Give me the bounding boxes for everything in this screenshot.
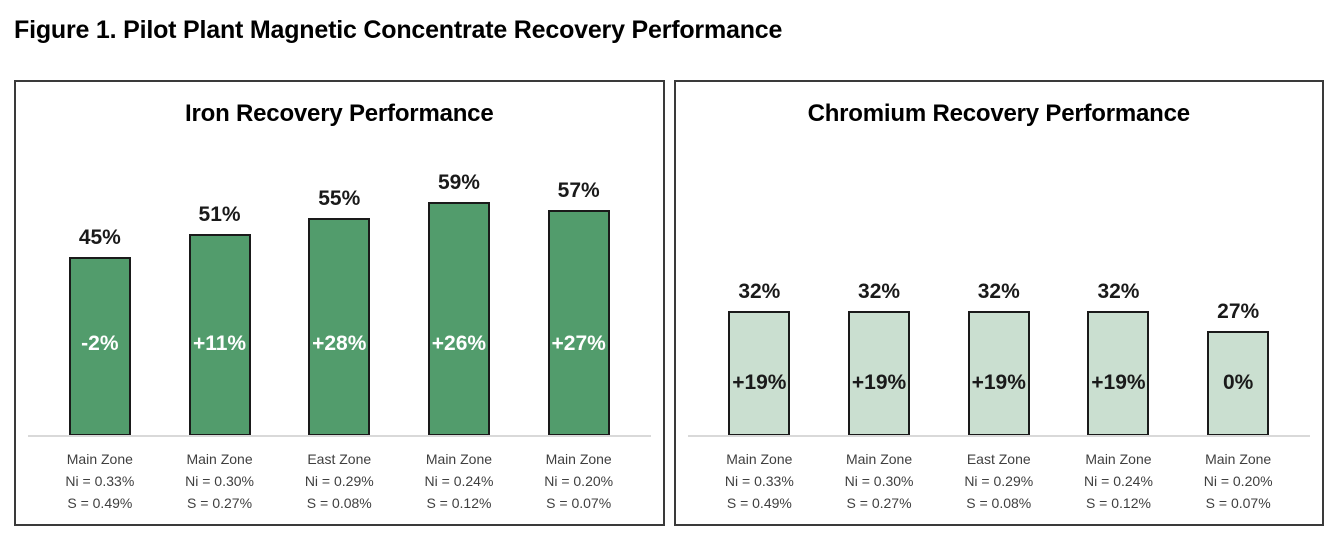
x-axis-label-line: S = 0.49% [726,495,792,511]
x-axis-label: Main Zone Ni = 0.33% S = 0.49% [40,448,160,514]
bar-inner-label: +19% [732,371,787,394]
x-axis-label-line: Ni = 0.20% [1203,473,1273,489]
x-axis-label-line: Main Zone [1085,451,1152,467]
x-axis-label-line: S = 0.49% [67,495,133,511]
x-axis-label-line: S = 0.08% [966,495,1032,511]
bars-row: 45% -2% 51% +11% 55% +28% 59% +26% 57% +27% [40,136,639,436]
bar-column: 57% +27% [519,179,639,436]
bar: -2% [68,257,131,436]
x-axis-label-line: Main Zone [1205,451,1272,467]
x-axis-labels: Main Zone Ni = 0.33% S = 0.49% Main Zone Ni … [700,448,1299,514]
x-axis-label-line: S = 0.07% [1205,495,1271,511]
bar-value-label: 32% [977,280,1020,303]
x-axis-label: Main Zone Ni = 0.30% S = 0.27% [160,448,280,514]
x-axis-label: Main Zone Ni = 0.20% S = 0.07% [519,448,639,514]
x-axis-label-line: East Zone [307,451,372,467]
bar: +27% [547,210,610,436]
bar-value-label: 32% [858,280,901,303]
x-axis-label-line: Ni = 0.24% [424,473,494,489]
bar-column: 27% 0% [1178,300,1298,436]
chromium-chart-panel: Chromium Recovery Performance 32% +19% 32%… [673,80,1324,526]
x-axis-label-line: Ni = 0.30% [185,473,254,489]
chromium-chart-title: Chromium Recovery Performance [807,100,1191,127]
bar-value-label: 27% [1217,300,1260,323]
x-axis-label-line: Ni = 0.29% [964,473,1034,489]
x-axis-label-line: Main Zone [186,451,253,467]
x-axis-line [28,435,651,437]
x-axis-label-line: S = 0.12% [426,495,492,511]
bar-column: 32% +19% [700,280,820,436]
x-axis-label-line: S = 0.07% [546,495,612,511]
bar: +19% [848,311,911,436]
bar-column: 32% +19% [1059,280,1179,436]
bar-column: 59% +26% [399,171,519,436]
x-axis-label: Main Zone Ni = 0.33% S = 0.49% [700,448,820,514]
bar-inner-label: +28% [312,332,367,355]
bar-value-label: 55% [318,187,361,210]
bar-column: 51% +11% [160,203,280,436]
x-axis-label-line: Ni = 0.30% [844,473,914,489]
x-axis-label: Main Zone Ni = 0.24% S = 0.12% [1059,448,1179,514]
x-axis-label-line: Main Zone [66,451,133,467]
x-axis-label-line: Ni = 0.29% [304,473,374,489]
figure-title: Figure 1. Pilot Plant Magnetic Concentra… [14,16,783,44]
bar-inner-label: 0% [1222,371,1254,394]
x-axis-label-line: Main Zone [425,451,493,467]
bar-inner-label: +19% [1091,371,1146,394]
iron-chart-title: Iron Recovery Performance [185,100,494,127]
x-axis-label: Main Zone Ni = 0.30% S = 0.27% [819,448,939,514]
bar-inner-label: +27% [551,332,606,355]
x-axis-label-line: S = 0.27% [187,495,253,511]
bar-inner-label: -2% [81,332,119,355]
bar: +19% [967,311,1030,436]
bar-inner-label: +19% [971,371,1026,394]
bar-column: 45% -2% [40,226,160,436]
bar: +28% [308,218,371,436]
bar-column: 32% +19% [939,280,1059,436]
x-axis-label: Main Zone Ni = 0.20% S = 0.07% [1178,448,1298,514]
bar-value-label: 57% [557,179,600,202]
bar-column: 32% +19% [819,280,939,436]
bar: 0% [1207,331,1270,436]
charts-container: Iron Recovery Performance 45% -2% 51% +11% 5… [14,80,1324,526]
bar-value-label: 59% [437,171,480,194]
bar: +19% [1087,311,1150,436]
bars-row: 32% +19% 32% +19% 32% +19% 32% +19% 27% 0% [700,136,1299,436]
x-axis-label-line: Ni = 0.20% [544,473,614,489]
x-axis-label-line: Main Zone [845,451,913,467]
x-axis-line [687,435,1310,437]
x-axis-label-line: S = 0.12% [1085,495,1151,511]
bar: +11% [188,234,251,436]
x-axis-label-line: Ni = 0.24% [1084,473,1153,489]
x-axis-label: Main Zone Ni = 0.24% S = 0.12% [399,448,519,514]
bar-column: 55% +28% [279,187,399,436]
x-axis-label-line: Ni = 0.33% [724,473,794,489]
x-axis-label-line: Ni = 0.33% [65,473,135,489]
bar-inner-label: +26% [431,332,487,355]
iron-chart-panel: Iron Recovery Performance 45% -2% 51% +11% 5… [14,80,665,526]
bar-inner-label: +11% [192,332,247,355]
bar-value-label: 32% [1097,280,1140,303]
bar-value-label: 32% [738,280,781,303]
x-axis-label-line: S = 0.27% [846,495,912,511]
x-axis-label-line: S = 0.08% [306,495,372,511]
x-axis-label-line: Main Zone [545,451,612,467]
bar-inner-label: +19% [851,371,907,394]
x-axis-label-line: East Zone [966,451,1031,467]
bar-value-label: 51% [198,203,241,226]
x-axis-label: East Zone Ni = 0.29% S = 0.08% [939,448,1059,514]
bar-value-label: 45% [78,226,121,249]
x-axis-label: East Zone Ni = 0.29% S = 0.08% [279,448,399,514]
x-axis-label-line: Main Zone [726,451,793,467]
bar: +19% [728,311,791,436]
x-axis-labels: Main Zone Ni = 0.33% S = 0.49% Main Zone Ni … [40,448,639,514]
bar: +26% [427,202,490,436]
